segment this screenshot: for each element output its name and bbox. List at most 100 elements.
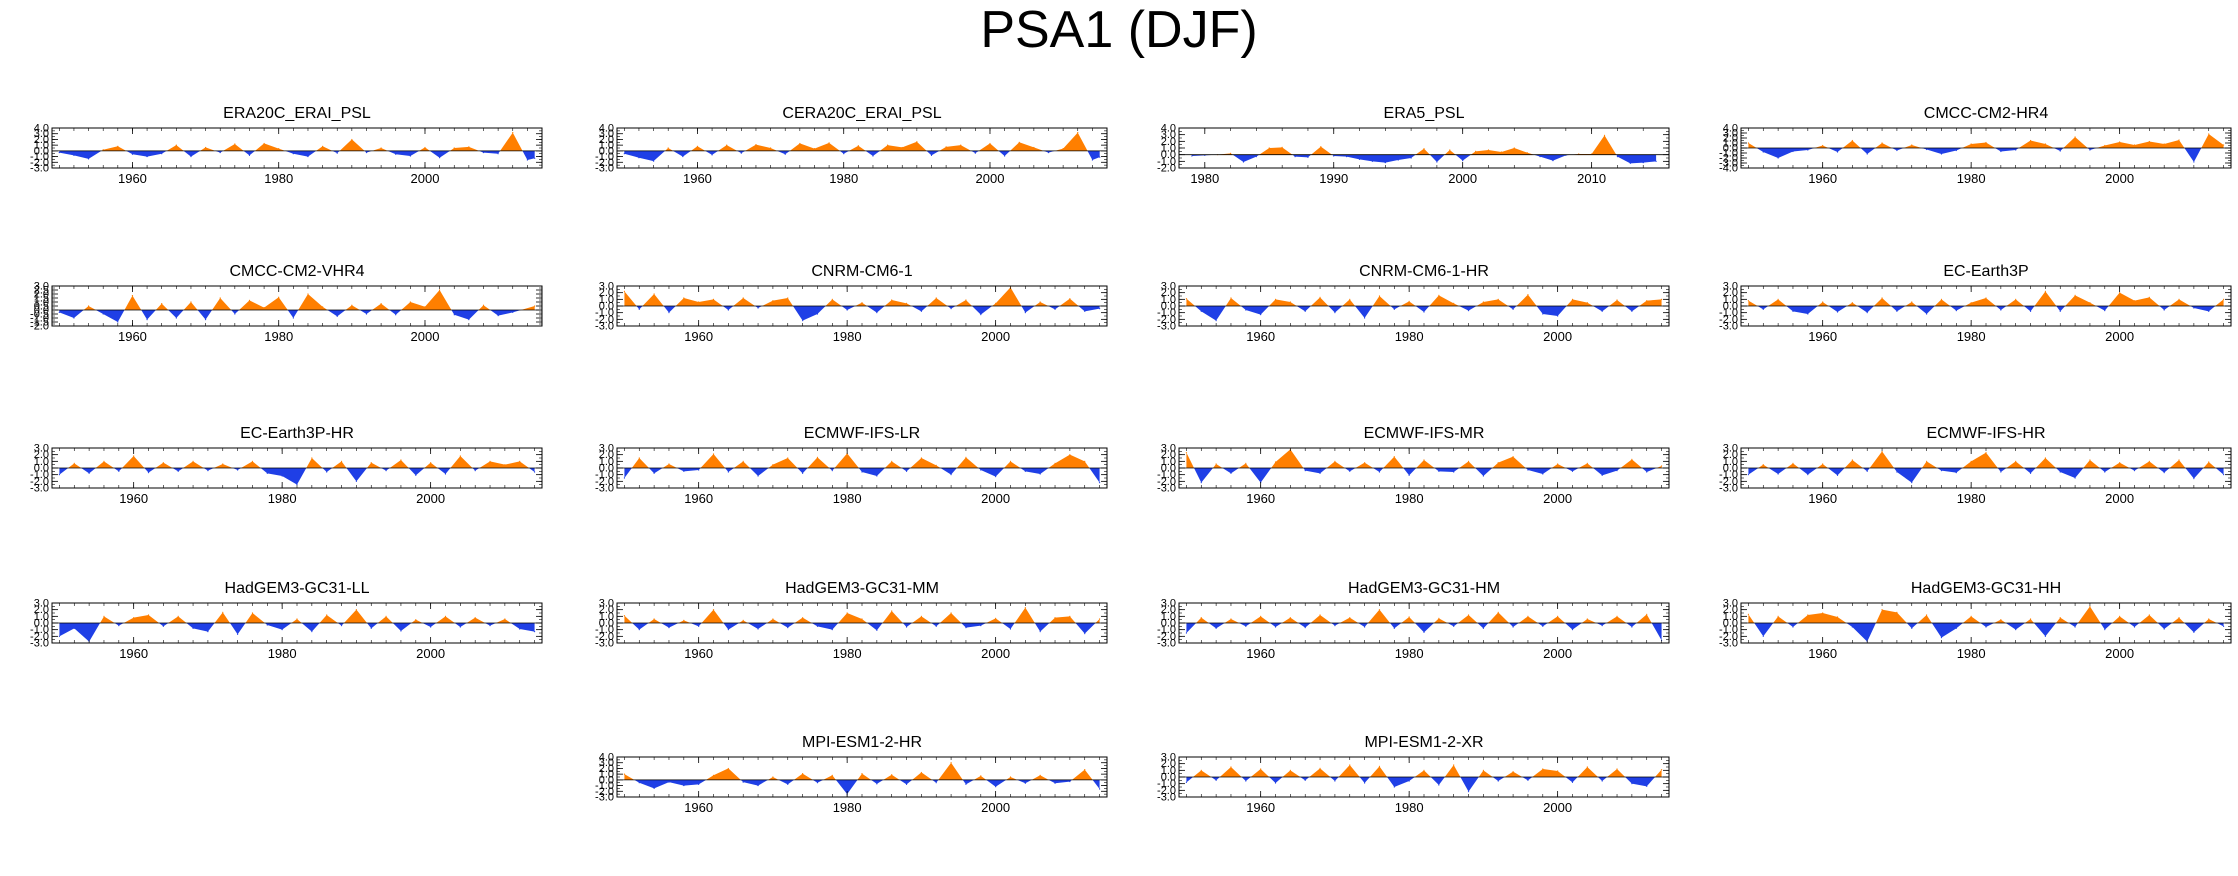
data-point [1364, 626, 1366, 628]
data-point [1747, 613, 1750, 615]
panel-title: MPI-ESM1-2-XR [1364, 734, 1483, 751]
x-tick-label: 1960 [1246, 329, 1275, 344]
y-tick-label: 1.0 [1723, 138, 1738, 150]
chart-panel: ECMWF-IFS-MR -3.0 -2.0 -1.0 0.0 1.0 2.0 3.0 1960… [1127, 420, 1687, 545]
data-point [1616, 615, 1618, 617]
data-point [1601, 625, 1603, 627]
data-point [1274, 461, 1277, 463]
data-point [1319, 472, 1321, 474]
negative-area [59, 150, 535, 160]
data-point [73, 317, 75, 319]
data-point [482, 151, 485, 154]
data-point [1408, 300, 1410, 302]
panel-title: ERA5_PSL [1384, 105, 1465, 122]
data-point [1393, 456, 1395, 458]
data-point [351, 138, 353, 141]
data-point [73, 154, 75, 157]
data-point [653, 293, 655, 295]
data-point [965, 456, 967, 458]
positive-area [59, 290, 535, 310]
data-point [355, 609, 357, 611]
y-tick-label: -3.0 [1719, 158, 1738, 170]
data-point [2059, 617, 2061, 619]
data-point [1200, 482, 1202, 484]
chart-svg: HadGEM3-GC31-MM -3.0-2.0-1.00.01.02.03.0 1… [595, 580, 1108, 661]
data-point [2208, 618, 2210, 620]
y-tick-label: 1.0 [1723, 456, 1738, 468]
data-point [296, 484, 298, 486]
x-tick-label: 1980 [268, 646, 297, 661]
data-point [2089, 302, 2091, 304]
x-tick-label: 1960 [119, 491, 148, 506]
y-tick-label: 3.0 [599, 443, 614, 455]
x-tick-label: 1960 [1808, 329, 1837, 344]
data-point [1631, 458, 1633, 460]
data-point [2133, 144, 2136, 146]
data-point [1985, 141, 1987, 144]
data-point [1586, 618, 1588, 620]
data-point [1631, 310, 1633, 312]
x-tick-label: 1980 [1957, 329, 1986, 344]
data-point [1281, 146, 1283, 148]
data-point [162, 625, 164, 627]
data-point [1423, 148, 1425, 150]
positive-area [624, 762, 1100, 780]
data-point [1616, 299, 1618, 301]
data-point [1039, 301, 1041, 303]
data-point [2074, 477, 2076, 479]
x-tick-label: 2010 [1577, 171, 1606, 186]
data-point [828, 142, 830, 144]
data-point [2074, 626, 2076, 628]
panel-title: CNRM-CM6-1-HR [1359, 263, 1489, 280]
data-point [292, 317, 294, 319]
data-point [207, 470, 209, 472]
data-point [1836, 311, 1839, 313]
chart-panel: HadGEM3-GC31-MM -3.0 -2.0 -1.0 0.0 1.0 2.0 3.0 1… [565, 575, 1125, 700]
data-point [336, 315, 338, 317]
data-point [1333, 155, 1335, 157]
positive-area [59, 609, 535, 623]
y-tick-label: 2.0 [599, 287, 614, 299]
x-tick-label: 2000 [411, 171, 440, 186]
data-point [2074, 294, 2076, 296]
data-point [698, 469, 700, 471]
data-point [1851, 626, 1853, 628]
data-point [787, 297, 789, 299]
x-tick-label: 2000 [2105, 646, 2134, 661]
data-point [58, 474, 61, 476]
data-point [920, 615, 922, 617]
y-tick-label: 1.0 [1723, 611, 1738, 623]
data-point [1024, 607, 1026, 609]
x-tick-label: 1980 [1395, 329, 1424, 344]
data-point [533, 471, 536, 473]
data-point [415, 474, 417, 476]
data-point [1822, 144, 1824, 147]
data-point [1655, 160, 1657, 162]
data-point [380, 147, 382, 149]
y-tick-label: 2.0 [34, 604, 49, 616]
data-point [1069, 780, 1071, 783]
panel-title: CERA20C_ERAI_PSL [782, 105, 941, 122]
data-point [757, 784, 759, 787]
data-point [1792, 626, 1794, 628]
data-point [1807, 614, 1809, 616]
y-tick-label: -1.0 [1157, 624, 1176, 636]
data-point [755, 143, 757, 146]
data-point [831, 470, 833, 472]
data-point [1526, 152, 1528, 154]
data-point [623, 153, 625, 155]
data-point [920, 771, 922, 774]
data-point [1436, 161, 1438, 163]
data-point [1955, 310, 1957, 312]
data-point [787, 457, 789, 459]
data-point [370, 462, 372, 464]
data-point [995, 786, 997, 788]
x-tick-label: 1960 [118, 329, 147, 344]
data-point [1449, 149, 1451, 151]
positive-area [1748, 451, 2224, 468]
data-point [534, 157, 536, 159]
data-point [1215, 779, 1217, 781]
data-point [1497, 462, 1499, 464]
data-point [161, 153, 163, 155]
data-point [1009, 776, 1012, 778]
